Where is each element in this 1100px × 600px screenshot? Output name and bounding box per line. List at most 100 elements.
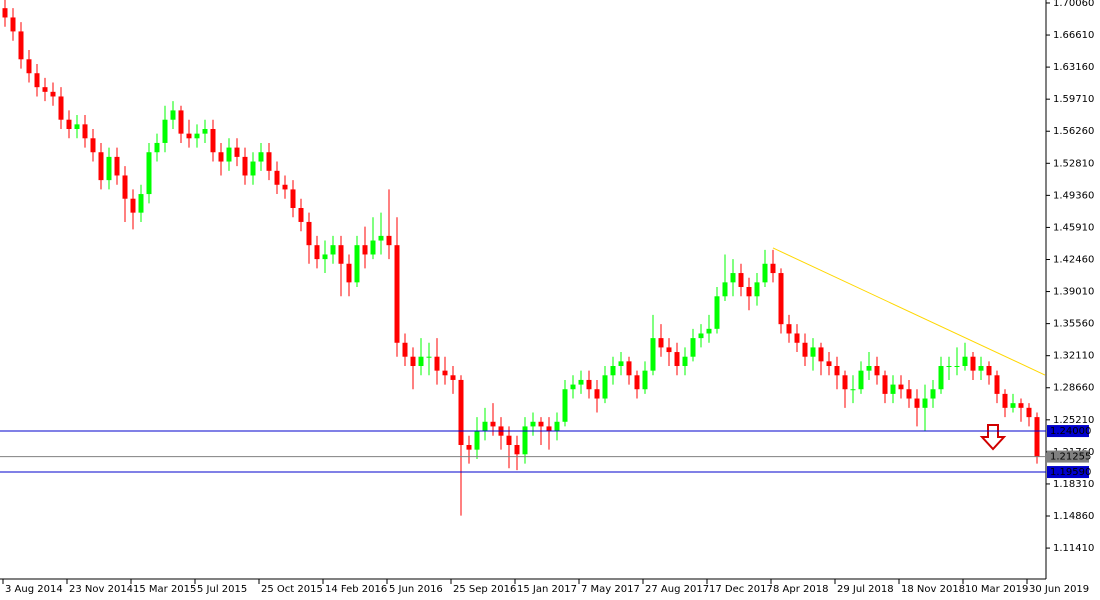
candle-body xyxy=(538,421,544,427)
candle-body xyxy=(610,366,616,376)
candle-body xyxy=(698,333,704,339)
candle-body xyxy=(130,198,136,213)
x-tick-label: 25 Sep 2016 xyxy=(453,584,516,595)
candle-body xyxy=(866,366,872,371)
level-label-box xyxy=(1047,466,1089,479)
candle-body xyxy=(122,175,128,199)
candle-body xyxy=(786,324,792,334)
candle-body xyxy=(586,379,592,390)
candle-body xyxy=(34,73,40,88)
candle-body xyxy=(690,338,696,357)
x-tick-label: 25 Oct 2015 xyxy=(261,584,323,595)
candle-body xyxy=(138,194,144,213)
candle-body xyxy=(778,273,784,325)
candle-body xyxy=(730,273,736,283)
candle-body xyxy=(74,124,80,130)
candle-body xyxy=(210,129,216,153)
candle-body xyxy=(458,379,464,446)
candle-body xyxy=(994,375,1000,394)
candle-body xyxy=(626,361,632,376)
candle-body xyxy=(938,366,944,390)
x-tick-label: 17 Dec 2017 xyxy=(709,584,773,595)
x-tick-label: 27 Aug 2017 xyxy=(645,584,709,595)
candle-body xyxy=(738,273,744,288)
candle-body xyxy=(594,389,600,399)
candle-body xyxy=(810,347,816,357)
candle-body xyxy=(794,333,800,343)
x-tick-label: 8 Apr 2018 xyxy=(773,584,828,595)
candle-body xyxy=(346,263,352,283)
y-tick-label: 1.28660 xyxy=(1053,383,1094,394)
candle-body xyxy=(834,366,840,376)
y-tick-label: 1.39010 xyxy=(1053,287,1094,298)
candle-body xyxy=(722,282,728,297)
candle-body xyxy=(274,170,280,185)
candle-body xyxy=(970,356,976,371)
candle-body xyxy=(1002,393,1008,408)
x-tick-label: 5 Jun 2016 xyxy=(389,584,443,595)
y-tick-label: 1.32110 xyxy=(1053,351,1094,362)
candle-body xyxy=(82,124,88,139)
y-tick-label: 1.70060 xyxy=(1053,0,1094,9)
candle-body xyxy=(154,142,160,153)
candle-body xyxy=(554,421,560,432)
candle-body xyxy=(434,356,440,371)
candle-body xyxy=(322,254,328,260)
y-tick-label: 1.35560 xyxy=(1053,319,1094,330)
candle-body xyxy=(290,189,296,209)
candle-body xyxy=(234,147,240,157)
candle-body xyxy=(178,110,184,134)
y-tick-label: 1.63160 xyxy=(1053,62,1094,73)
candle-body xyxy=(162,119,168,143)
candle-body xyxy=(1034,417,1040,457)
y-tick-label: 1.52810 xyxy=(1053,158,1094,169)
x-tick-label: 30 Jun 2019 xyxy=(1029,584,1089,595)
candle-body xyxy=(530,421,536,427)
candle-body xyxy=(330,245,336,255)
candle-body xyxy=(850,389,856,391)
candle-body xyxy=(602,375,608,399)
y-tick-label: 1.18310 xyxy=(1053,479,1094,490)
candle-body xyxy=(386,235,392,246)
candle-body xyxy=(754,282,760,297)
candle-body xyxy=(634,375,640,390)
y-tick-label: 1.56260 xyxy=(1053,126,1094,137)
candle-body xyxy=(354,245,360,283)
y-tick-label: 1.59710 xyxy=(1053,94,1094,105)
candle-body xyxy=(682,356,688,367)
candle-body xyxy=(194,133,200,139)
candle-body xyxy=(914,398,920,408)
candle-body xyxy=(482,421,488,432)
plot-area xyxy=(2,0,1046,516)
candle-body xyxy=(2,8,8,18)
candle-body xyxy=(442,370,448,376)
level-label-box xyxy=(1047,450,1089,463)
candle-body xyxy=(362,245,368,255)
candle-body xyxy=(226,147,232,162)
candle-body xyxy=(858,370,864,390)
candle-body xyxy=(978,366,984,371)
candle-body xyxy=(170,110,176,120)
candle-body xyxy=(986,366,992,376)
candle-body xyxy=(874,366,880,376)
level-label: 1.24000 xyxy=(1050,426,1091,437)
candle-body xyxy=(706,328,712,334)
candle-body xyxy=(818,347,824,362)
candle-body xyxy=(562,389,568,422)
candle-body xyxy=(426,356,432,358)
candle-body xyxy=(514,445,520,455)
candle-body xyxy=(826,361,832,367)
candle-body xyxy=(770,263,776,274)
down-arrow xyxy=(979,424,1007,451)
candle-body xyxy=(1010,403,1016,408)
candle-body xyxy=(898,384,904,390)
candle-body xyxy=(906,389,912,399)
candle-body xyxy=(18,31,24,60)
candle-body xyxy=(146,152,152,195)
candle-body xyxy=(258,152,264,162)
candle-body xyxy=(450,375,456,380)
candle-body xyxy=(306,221,312,246)
candle-body xyxy=(66,119,72,130)
x-tick-label: 18 Nov 2018 xyxy=(901,584,965,595)
candle-body xyxy=(1026,407,1032,418)
